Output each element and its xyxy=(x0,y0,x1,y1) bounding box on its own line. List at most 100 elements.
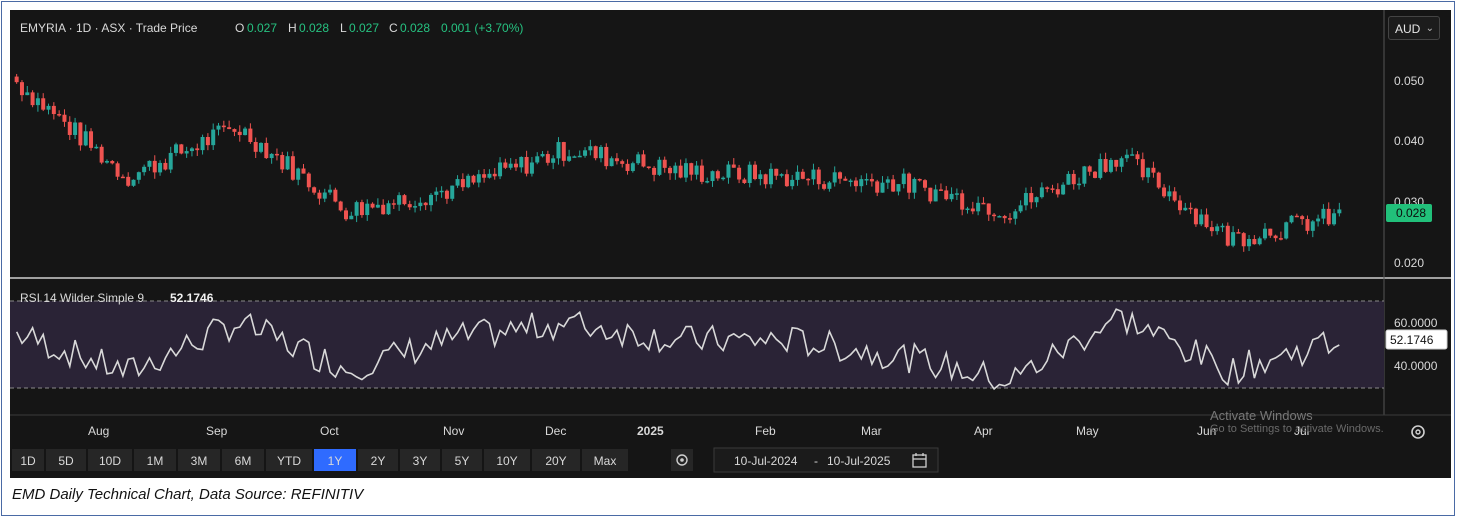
candle-body xyxy=(779,174,784,176)
candle-body xyxy=(195,148,200,151)
candle-body xyxy=(577,155,582,158)
candle-body xyxy=(1029,193,1034,203)
candle-body xyxy=(933,189,938,202)
range-button-3m[interactable] xyxy=(178,449,220,471)
candle-body xyxy=(811,169,816,180)
range-button-10d[interactable] xyxy=(88,449,132,471)
candle-body xyxy=(938,189,943,191)
candle-body xyxy=(689,163,694,175)
candle-body xyxy=(1146,167,1151,178)
candle-body xyxy=(912,178,917,193)
candle-body xyxy=(280,155,285,170)
candle-body xyxy=(774,168,779,176)
candle-body xyxy=(529,162,534,174)
x-tick: Aug xyxy=(88,424,109,438)
date-from[interactable]: 10-Jul-2024 xyxy=(734,454,798,468)
candle-body xyxy=(646,166,651,169)
candle-body xyxy=(1140,159,1145,178)
rsi-tick: 40.0000 xyxy=(1394,359,1438,373)
candle-body xyxy=(800,171,805,179)
range-button-label: 5D xyxy=(58,454,74,468)
candle-body xyxy=(1199,214,1204,225)
range-button-6m[interactable] xyxy=(222,449,264,471)
candle-body xyxy=(375,204,380,208)
candle-body xyxy=(482,174,487,178)
range-button-label: 1D xyxy=(20,454,36,468)
range-button-1d[interactable] xyxy=(12,449,44,471)
range-button-max[interactable] xyxy=(582,449,628,471)
candle-body xyxy=(954,193,959,195)
range-button-10y[interactable] xyxy=(484,449,530,471)
chart-canvas[interactable]: EMYRIA · 1D · ASX · Trade Price O 0.027 … xyxy=(10,10,1451,478)
candle-body xyxy=(439,190,444,193)
candle-body xyxy=(221,125,226,128)
candle-body xyxy=(535,156,540,163)
candle-body xyxy=(614,158,619,162)
candle-body xyxy=(944,190,949,200)
currency-select[interactable]: AUD ⌄ xyxy=(1388,16,1440,40)
candle-body xyxy=(636,154,641,164)
calendar-icon[interactable] xyxy=(912,453,927,468)
price-tick: 0.040 xyxy=(1394,134,1424,148)
candle-body xyxy=(652,167,657,175)
candle-body xyxy=(1305,219,1310,231)
range-button-20y[interactable] xyxy=(532,449,580,471)
candle-body xyxy=(864,179,869,181)
range-button-5d[interactable] xyxy=(46,449,86,471)
range-button-ytd[interactable] xyxy=(266,449,312,471)
candle-body xyxy=(471,175,476,183)
candle-body xyxy=(110,161,115,164)
range-button-2y[interactable] xyxy=(358,449,398,471)
candle-body xyxy=(285,156,290,170)
candle-body xyxy=(328,189,333,193)
candle-body xyxy=(338,201,343,211)
candle-body xyxy=(1156,172,1161,188)
candle-body xyxy=(1124,154,1129,159)
date-range-box[interactable] xyxy=(713,447,939,473)
candle-body xyxy=(519,156,524,168)
candle-body xyxy=(248,128,253,142)
candle-body xyxy=(232,129,237,132)
candle-body xyxy=(1055,189,1060,195)
candle-body xyxy=(94,146,99,149)
range-button-3y[interactable] xyxy=(400,449,440,471)
range-button-1m[interactable] xyxy=(134,449,176,471)
candle-body xyxy=(731,164,736,168)
candle-body xyxy=(859,179,864,187)
candle-body xyxy=(620,161,625,164)
candle-body xyxy=(1289,215,1294,223)
date-to[interactable]: 10-Jul-2025 xyxy=(827,454,891,468)
gear-icon[interactable] xyxy=(1411,425,1425,439)
candle-body xyxy=(832,172,837,183)
date-separator: - xyxy=(814,454,818,468)
candle-body xyxy=(73,122,78,135)
range-button-1y[interactable] xyxy=(314,449,356,471)
candle-body xyxy=(455,179,460,186)
candle-body xyxy=(466,175,471,188)
range-button-5y[interactable] xyxy=(442,449,482,471)
range-button-label: 2Y xyxy=(371,454,386,468)
candle-body xyxy=(609,158,614,167)
candle-body xyxy=(67,121,72,135)
candle-body xyxy=(917,178,922,181)
settings-icon[interactable] xyxy=(671,449,693,471)
candle-body xyxy=(1257,238,1262,245)
candle-body xyxy=(1209,227,1214,232)
candle-body xyxy=(1071,173,1076,185)
candle-body xyxy=(89,131,94,148)
candle-body xyxy=(503,162,508,168)
candle-body xyxy=(827,182,832,189)
candle-body xyxy=(683,163,688,178)
candle-body xyxy=(598,146,603,159)
activate-windows-watermark: Activate Windows Go to Settings to activ… xyxy=(1210,408,1384,435)
candle-body xyxy=(583,150,588,156)
x-tick: 2025 xyxy=(637,424,664,438)
rsi-tick: 60.0000 xyxy=(1394,316,1438,330)
candle-body xyxy=(848,180,853,183)
candle-body xyxy=(428,194,433,206)
last-price-badge xyxy=(1386,204,1432,222)
candle-body xyxy=(227,127,232,130)
candle-body xyxy=(407,204,412,208)
candle-body xyxy=(822,184,827,189)
watermark-title: Activate Windows xyxy=(1210,408,1313,423)
